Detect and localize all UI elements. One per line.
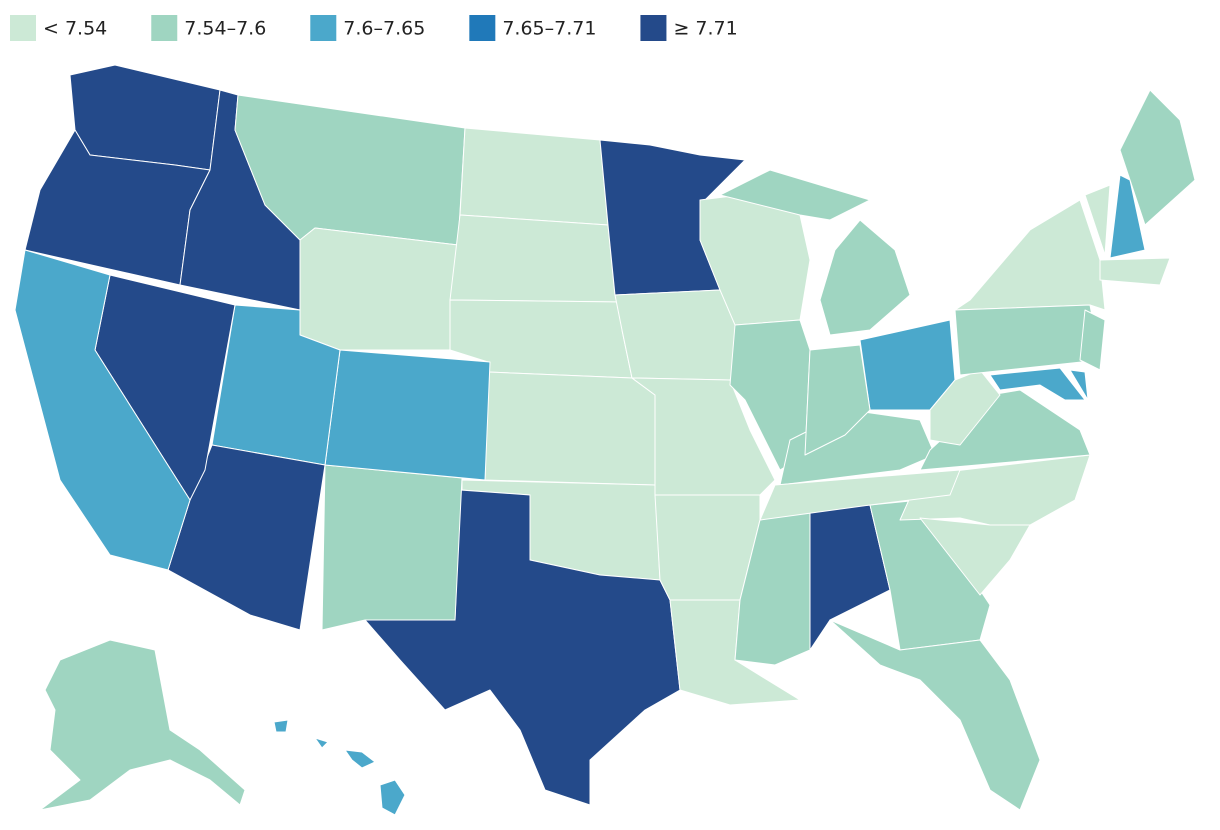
- legend-swatch: [151, 15, 178, 41]
- state: [919, 517, 1031, 596]
- legend-swatch: [310, 15, 337, 41]
- state: [1109, 174, 1146, 259]
- state: [449, 214, 623, 303]
- state: [39, 639, 246, 811]
- state: [459, 127, 609, 226]
- state: [69, 64, 221, 171]
- legend-label: 7.54–7.6: [184, 18, 266, 40]
- state: [719, 169, 911, 336]
- legend-label: 7.6–7.65: [343, 18, 425, 40]
- state: [759, 469, 961, 521]
- state: [1099, 257, 1171, 286]
- state: [989, 367, 1086, 401]
- state: [1084, 184, 1111, 256]
- legend-label: 7.65–7.71: [502, 18, 596, 40]
- state: [804, 344, 871, 456]
- legend: < 7.54 7.54–7.6 7.6–7.65 7.65–7.71 ≥ 7.71: [10, 15, 738, 41]
- state: [484, 371, 656, 486]
- legend-swatch: [10, 15, 36, 41]
- state: [273, 719, 406, 816]
- state: [954, 199, 1106, 311]
- state: [1069, 369, 1089, 401]
- state: [364, 489, 681, 806]
- states: [14, 64, 1196, 816]
- state: [1079, 309, 1106, 371]
- state: [14, 249, 191, 571]
- state: [299, 227, 459, 351]
- legend-label: < 7.54: [43, 18, 107, 40]
- state: [829, 619, 1041, 811]
- state: [324, 349, 491, 481]
- legend-label: ≥ 7.71: [673, 18, 737, 40]
- state: [321, 464, 463, 631]
- legend-swatch: [640, 15, 667, 41]
- state: [954, 304, 1101, 376]
- state: [1119, 89, 1196, 226]
- legend-swatch: [469, 15, 496, 41]
